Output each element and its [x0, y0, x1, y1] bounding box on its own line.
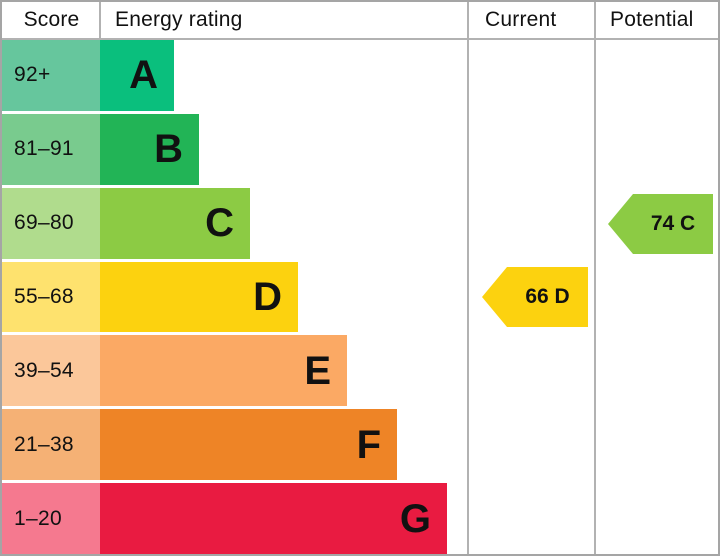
energy-rating-bar: B	[100, 113, 199, 185]
energy-rating-bar: G	[100, 483, 447, 554]
band-row: 39–54 E	[2, 332, 450, 407]
score-range-label: 39–54	[14, 358, 74, 382]
band-row: 92+ A	[2, 40, 450, 111]
band-row: 69–80 C	[2, 184, 450, 259]
band-row: 1–20 G	[2, 480, 450, 554]
band-letter: E	[304, 348, 331, 393]
potential-rating-arrow: 74 C	[608, 194, 713, 254]
energy-rating-bar: C	[100, 187, 250, 259]
score-cell: 92+	[2, 40, 100, 111]
score-cell: 81–91	[2, 113, 100, 185]
potential-rating-label: 74 C	[650, 212, 696, 235]
score-range-label: 1–20	[14, 506, 62, 530]
potential-column-header: Potential	[610, 8, 694, 31]
band-row: 55–68 D	[2, 258, 450, 333]
energy-rating-bar: F	[100, 409, 397, 481]
current-rating-arrow: 66 D	[482, 267, 588, 327]
band-row: 21–38 F	[2, 406, 450, 481]
score-cell: 69–80	[2, 187, 100, 259]
score-cell: 1–20	[2, 483, 100, 554]
score-range-label: 55–68	[14, 285, 74, 308]
score-cell: 21–38	[2, 409, 100, 481]
band-row: 81–91 B	[2, 110, 450, 185]
column-divider-current	[467, 2, 469, 554]
score-column-header: Score	[23, 8, 80, 31]
band-letter: A	[129, 53, 158, 98]
score-range-label: 92+	[14, 63, 51, 87]
band-letter: D	[253, 275, 282, 319]
band-letter: G	[399, 496, 431, 541]
energy-rating-bar: A	[100, 40, 174, 111]
band-rows: 92+ A 81–91 B 69–80 C 55–68 D 39–54 E	[2, 40, 450, 554]
energy-rating-bar: D	[100, 261, 298, 333]
score-range-label: 81–91	[14, 137, 74, 161]
band-letter: C	[205, 201, 234, 246]
score-range-label: 21–38	[14, 432, 74, 456]
score-cell: 55–68	[2, 261, 100, 333]
energy-rating-column-header: Energy rating	[115, 8, 243, 31]
energy-rating-bar: E	[100, 335, 347, 407]
current-column-header: Current	[485, 8, 557, 31]
table-header: Score Energy rating Current Potential	[2, 2, 718, 40]
band-letter: F	[356, 422, 381, 467]
band-letter: B	[154, 127, 183, 172]
score-cell: 39–54	[2, 335, 100, 407]
current-rating-label: 66 D	[525, 285, 570, 308]
column-divider-potential	[594, 2, 596, 554]
score-range-label: 69–80	[14, 211, 74, 235]
